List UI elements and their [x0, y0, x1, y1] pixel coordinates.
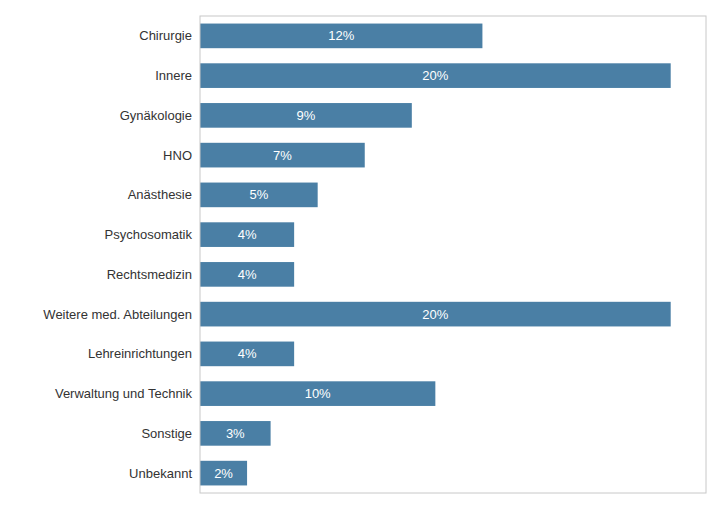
- bar: [200, 222, 294, 247]
- bar: [200, 183, 318, 208]
- bar: [200, 461, 247, 486]
- bar: [200, 302, 671, 327]
- data-label: 20%: [422, 68, 448, 83]
- data-label: 4%: [238, 267, 257, 282]
- category-label: Anästhesie: [128, 187, 192, 202]
- chart-container: Chirurgie Innere Gynäkologie HNO Anästhesie P…: [0, 0, 726, 509]
- data-label: 20%: [422, 307, 448, 322]
- data-label: 7%: [273, 148, 292, 163]
- bar: [200, 63, 671, 88]
- data-label: 10%: [305, 386, 331, 401]
- bar: [200, 342, 294, 367]
- data-label: 9%: [297, 108, 316, 123]
- data-label: 3%: [226, 426, 245, 441]
- bar: [200, 262, 294, 287]
- bar: [200, 421, 271, 446]
- plot-frame: [200, 16, 706, 493]
- chart-svg: Chirurgie Innere Gynäkologie HNO Anästhesie P…: [0, 0, 726, 509]
- data-label: 5%: [249, 187, 268, 202]
- data-label: 12%: [328, 28, 354, 43]
- bar: [200, 143, 365, 168]
- bar: [200, 381, 435, 406]
- category-label: Psychosomatik: [105, 227, 193, 242]
- category-label: Verwaltung und Technik: [55, 386, 193, 401]
- bar: [200, 24, 482, 49]
- category-label: Unbekannt: [129, 466, 192, 481]
- category-label: Innere: [155, 68, 192, 83]
- bar: [200, 103, 412, 128]
- data-label: 2%: [214, 466, 233, 481]
- category-label: Lehreinrichtungen: [88, 346, 192, 361]
- category-label: Gynäkologie: [120, 108, 192, 123]
- data-label: 4%: [238, 227, 257, 242]
- category-label: Rechtsmedizin: [107, 267, 192, 282]
- category-label: Weitere med. Abteilungen: [43, 307, 192, 322]
- category-label: Chirurgie: [139, 28, 192, 43]
- data-label: 4%: [238, 346, 257, 361]
- category-label: Sonstige: [141, 426, 192, 441]
- category-label: HNO: [163, 148, 192, 163]
- bars: [200, 24, 671, 486]
